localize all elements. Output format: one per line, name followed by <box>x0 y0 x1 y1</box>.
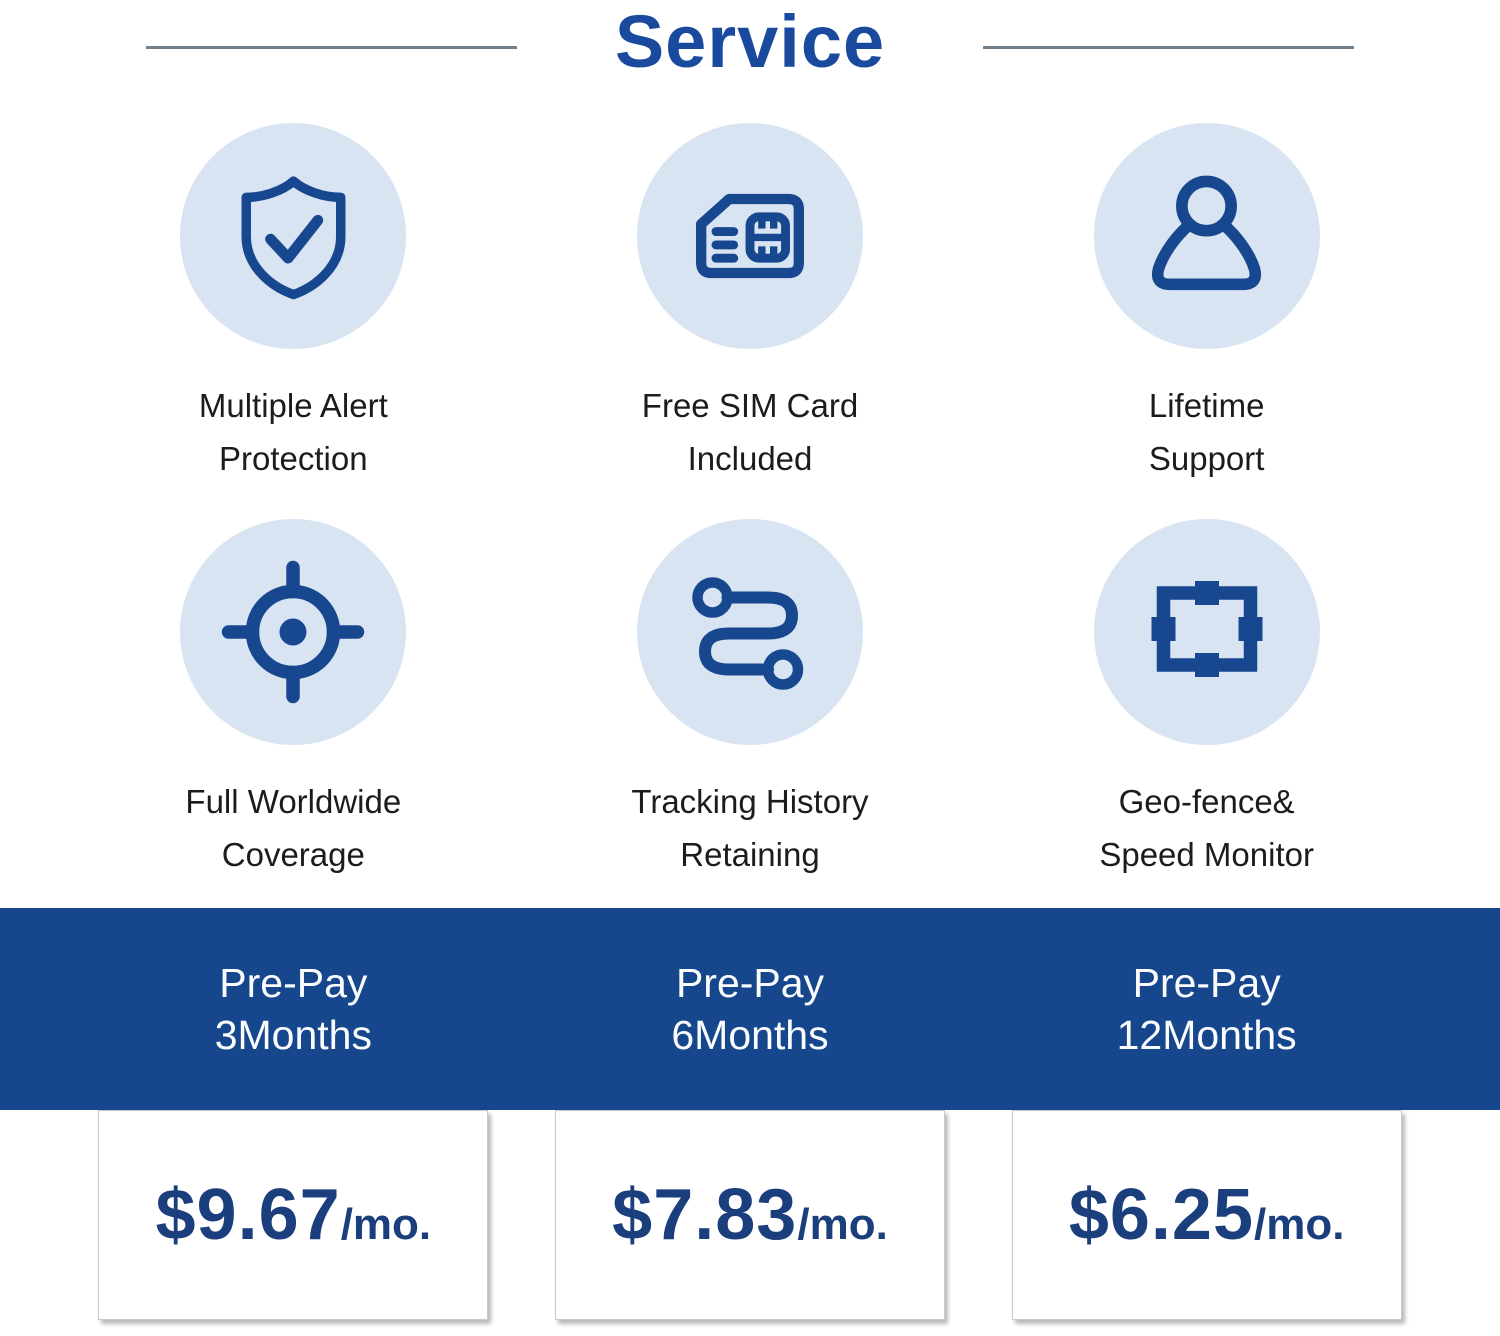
feature-tracking-history: Tracking History Retaining <box>522 519 979 881</box>
feature-label-line1: Geo-fence& <box>1118 783 1295 820</box>
right-divider-line <box>983 46 1355 49</box>
feature-label-line1: Free SIM Card <box>641 387 859 424</box>
price-unit: /mo. <box>1254 1200 1345 1249</box>
sim-card-icon <box>676 162 824 310</box>
price-card-3months: $9.67/mo. <box>98 1110 489 1320</box>
plan-name-line1: Pre-Pay <box>1132 960 1281 1006</box>
price-amount: $7.83 <box>612 1175 798 1255</box>
feature-label-line2: Coverage <box>221 836 365 873</box>
price-card-12months: $6.25/mo. <box>1011 1110 1402 1320</box>
feature-label: Multiple Alert Protection <box>199 379 388 485</box>
feature-label-line1: Multiple Alert <box>198 387 388 424</box>
route-icon <box>675 557 825 707</box>
feature-icon-bubble <box>180 123 407 349</box>
plan-name-line1: Pre-Pay <box>219 960 368 1006</box>
price-card-6months: $7.83/mo. <box>554 1110 945 1320</box>
feature-label: Geo-fence& Speed Monitor <box>1099 775 1314 881</box>
page-title: Service <box>614 0 886 83</box>
plan-name-line2: 3Months <box>214 1012 372 1058</box>
plan-name-line2: 6Months <box>671 1012 829 1058</box>
plan-price: $9.67/mo. <box>156 1174 432 1256</box>
feature-multiple-alert-protection: Multiple Alert Protection <box>65 123 522 485</box>
feature-label-line2: Support <box>1148 440 1265 477</box>
feature-label: Full Worldwide Coverage <box>185 775 401 881</box>
plan-name-12months: Pre-Pay 12Months <box>978 957 1435 1061</box>
feature-icon-bubble <box>180 519 407 745</box>
feature-label: Tracking History Retaining <box>631 775 868 881</box>
header: Service <box>0 0 1500 95</box>
feature-label-line2: Included <box>687 440 813 477</box>
target-icon <box>218 557 368 707</box>
feature-geofence-speed-monitor: Geo-fence& Speed Monitor <box>978 519 1435 881</box>
feature-icon-bubble <box>1093 123 1320 349</box>
plan-price: $6.25/mo. <box>1069 1174 1345 1256</box>
feature-icon-bubble <box>636 123 863 349</box>
feature-label-line1: Lifetime <box>1148 387 1265 424</box>
plan-price: $7.83/mo. <box>612 1174 888 1256</box>
feature-free-sim-card: Free SIM Card Included <box>522 123 979 485</box>
plan-name-line1: Pre-Pay <box>675 960 825 1006</box>
price-unit: /mo. <box>797 1200 888 1249</box>
features-grid: Multiple Alert Protection <box>0 95 1500 881</box>
price-unit: /mo. <box>340 1200 432 1249</box>
feature-icon-bubble <box>1093 519 1320 745</box>
plan-name-3months: Pre-Pay 3Months <box>65 957 522 1061</box>
feature-label-line2: Protection <box>219 440 368 477</box>
feature-label-line1: Tracking History <box>631 783 869 820</box>
feature-label-line2: Retaining <box>680 836 820 873</box>
feature-worldwide-coverage: Full Worldwide Coverage <box>65 519 522 881</box>
shield-check-icon <box>226 169 361 304</box>
plan-name-6months: Pre-Pay 6Months <box>522 957 979 1061</box>
feature-label: Free SIM Card Included <box>642 379 858 485</box>
price-amount: $9.67 <box>155 1175 341 1255</box>
left-divider-line <box>145 46 517 49</box>
feature-label-line1: Full Worldwide <box>185 783 402 820</box>
prepay-banner: Pre-Pay 3Months Pre-Pay 6Months Pre-Pay … <box>0 908 1500 1110</box>
price-amount: $6.25 <box>1068 1175 1255 1255</box>
feature-lifetime-support: Lifetime Support <box>978 123 1435 485</box>
geo-fence-icon <box>1132 557 1282 707</box>
person-icon <box>1134 164 1279 309</box>
feature-label-line2: Speed Monitor <box>1099 836 1314 873</box>
price-cards: $9.67/mo. $7.83/mo. $6.25/mo. <box>0 1110 1500 1320</box>
plan-name-line2: 12Months <box>1116 1012 1297 1058</box>
feature-icon-bubble <box>636 519 863 745</box>
feature-label: Lifetime Support <box>1149 379 1265 485</box>
